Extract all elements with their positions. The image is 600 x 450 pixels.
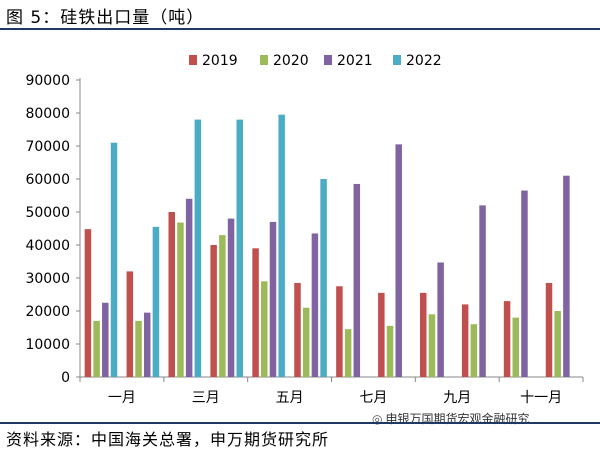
bar-2020-五月 xyxy=(261,281,268,377)
x-tick-label: 七月 xyxy=(359,390,387,406)
bar-2021-二月 xyxy=(143,312,151,377)
bar-2021-一月 xyxy=(102,302,109,377)
legend-swatch-2019 xyxy=(189,55,197,65)
bar-2020-九月 xyxy=(428,314,436,377)
y-tick-label: 40000 xyxy=(25,238,70,254)
bar-2020-十二月 xyxy=(554,311,561,377)
bar-2022-六月 xyxy=(320,179,327,377)
legend-swatch-2022 xyxy=(393,55,401,65)
bar-2020-四月 xyxy=(219,235,226,377)
y-tick-label: 0 xyxy=(61,370,70,386)
bar-2021-十一月 xyxy=(521,190,528,377)
bar-2021-四月 xyxy=(227,218,235,377)
bar-2020-六月 xyxy=(302,307,310,377)
legend-label-2021: 2021 xyxy=(337,53,373,69)
bar-2019-七月 xyxy=(336,286,343,377)
bar-2020-一月 xyxy=(93,320,100,377)
bar-2021-八月 xyxy=(395,144,402,377)
x-tick-label: 一月 xyxy=(108,390,136,406)
x-tick-label: 五月 xyxy=(276,390,304,406)
bar-2019-十月 xyxy=(461,304,469,377)
bar-2019-三月 xyxy=(168,212,175,377)
bar-2022-一月 xyxy=(110,142,118,377)
bar-2019-十二月 xyxy=(545,282,553,377)
x-tick-label: 三月 xyxy=(192,390,220,406)
x-tick-label: 九月 xyxy=(443,390,471,406)
bar-2020-十月 xyxy=(470,324,478,377)
bar-2021-九月 xyxy=(437,262,444,377)
y-tick-label: 30000 xyxy=(25,271,70,287)
bar-2019-八月 xyxy=(378,292,385,377)
legend-swatch-2021 xyxy=(324,55,332,65)
bar-2019-五月 xyxy=(252,248,259,377)
bar-2022-二月 xyxy=(152,226,160,377)
bottom-rule xyxy=(0,422,600,424)
bar-2021-六月 xyxy=(311,233,319,377)
wechat-icon: ◎ xyxy=(372,412,383,426)
bar-2019-一月 xyxy=(84,229,92,377)
bar-2022-四月 xyxy=(236,119,244,377)
bar-2019-四月 xyxy=(210,245,217,377)
y-tick-label: 60000 xyxy=(25,172,70,188)
bar-2020-二月 xyxy=(135,320,142,377)
bar-2020-七月 xyxy=(344,329,352,377)
bar-2020-八月 xyxy=(386,325,394,377)
legend-label-2019: 2019 xyxy=(202,53,238,69)
bar-2019-九月 xyxy=(419,292,427,377)
y-tick-label: 50000 xyxy=(25,205,70,221)
bar-2021-十月 xyxy=(479,205,486,377)
bar-2019-六月 xyxy=(294,282,301,377)
bar-2022-三月 xyxy=(194,119,202,377)
y-tick-label: 10000 xyxy=(25,337,70,353)
watermark: ◎ 申银万国期货宏观金融研究 xyxy=(372,410,530,427)
y-tick-label: 20000 xyxy=(25,304,70,320)
legend-label-2020: 2020 xyxy=(273,53,309,69)
figure-title: 图 5：硅铁出口量（吨） xyxy=(6,8,205,28)
bar-2019-二月 xyxy=(126,271,134,377)
bar-2022-五月 xyxy=(278,114,285,378)
bar-2020-十一月 xyxy=(512,317,520,377)
y-tick-label: 70000 xyxy=(25,139,70,155)
bar-2020-三月 xyxy=(177,222,184,377)
legend-label-2022: 2022 xyxy=(406,53,442,69)
x-tick-label: 十一月 xyxy=(520,390,562,406)
top-rule xyxy=(0,28,600,30)
y-tick-label: 90000 xyxy=(25,73,70,89)
legend-swatch-2020 xyxy=(260,55,268,65)
bar-2021-十二月 xyxy=(563,175,570,377)
bar-2021-三月 xyxy=(185,198,193,377)
bar-2019-十一月 xyxy=(503,301,511,377)
bar-2021-七月 xyxy=(353,183,361,377)
y-tick-label: 80000 xyxy=(25,106,70,122)
source-note: 资料来源：中国海关总署，申万期货研究所 xyxy=(6,430,330,449)
bar-2021-五月 xyxy=(269,221,277,377)
